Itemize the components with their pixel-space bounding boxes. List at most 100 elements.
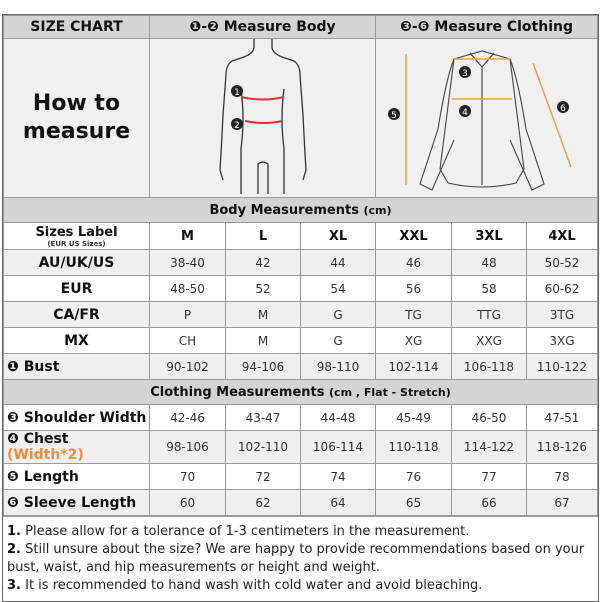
table-cell: 78 — [526, 463, 598, 490]
shirt-icon: 3 4 5 6 — [388, 50, 572, 191]
table-cell: 106-118 — [451, 353, 527, 380]
table-row: ❸ Shoulder Width 42-46 43-47 44-48 45-49 46-5… — [3, 404, 598, 431]
row-label-text: CA/FR — [53, 306, 100, 323]
size-header: XL — [300, 222, 376, 250]
row-label-text: Sleeve Length — [23, 494, 137, 511]
table-cell: 47-51 — [526, 404, 598, 431]
table-cell: 110-118 — [375, 430, 452, 464]
measure-body-heading: ❶-❷ Measure Body — [149, 15, 376, 39]
size-chart: SIZE CHART ❶-❷ Measure Body ❸-❻ Measure … — [2, 14, 599, 602]
table-cell: 62 — [225, 489, 301, 516]
table-cell: 70 — [149, 463, 226, 490]
size-chart-title: SIZE CHART — [3, 15, 150, 39]
table-row: CA/FR P M G TG TTG 3TG — [3, 301, 598, 328]
table-cell: 56 — [375, 275, 452, 302]
note-1: 1. Please allow for a tolerance of 1-3 c… — [7, 524, 470, 539]
table-row: AU/UK/US 38-40 42 44 46 48 50-52 — [3, 249, 598, 276]
body-marker-2: 2 — [231, 118, 243, 131]
body-marker-1: 1 — [231, 85, 243, 98]
table-cell: 76 — [375, 463, 452, 490]
table-cell: 94-106 — [225, 353, 301, 380]
number-marker-icon: ❻ — [7, 494, 19, 511]
row-label-text: Chest — [23, 431, 69, 447]
clothing-measurements-heading: Clothing Measurements (cm , Flat - Stret… — [3, 379, 598, 405]
table-cell: 38-40 — [149, 249, 226, 276]
table-cell: 43-47 — [225, 404, 301, 431]
notes: 1. Please allow for a tolerance of 1-3 c… — [3, 516, 598, 601]
row-label-text: Shoulder Width — [23, 409, 147, 426]
table-cell: 46-50 — [451, 404, 527, 431]
row-label: ❶ Bust — [3, 353, 150, 380]
shirt-marker-5: 5 — [388, 108, 400, 121]
table-row: MX CH M G XG XXG 3XG — [3, 327, 598, 354]
table-cell: XXG — [451, 327, 527, 354]
table-cell: 50-52 — [526, 249, 598, 276]
how-to-measure: How to measure — [3, 38, 150, 198]
sizes-label-title: Sizes Label — [35, 224, 118, 240]
shirt-marker-3: 3 — [459, 66, 471, 79]
table-cell: TG — [375, 301, 452, 328]
row-label-text: EUR — [60, 280, 93, 297]
table-cell: 77 — [451, 463, 527, 490]
size-header: L — [225, 222, 301, 250]
table-cell: 90-102 — [149, 353, 226, 380]
table-cell: 42 — [225, 249, 301, 276]
table-cell: 54 — [300, 275, 376, 302]
shirt-marker-6: 6 — [557, 101, 569, 114]
table-cell: M — [225, 301, 301, 328]
table-cell: 3TG — [526, 301, 598, 328]
table-cell: 98-110 — [300, 353, 376, 380]
svg-text:2: 2 — [234, 121, 240, 131]
measure-clothing-heading: ❸-❻ Measure Clothing — [375, 15, 598, 39]
size-header: 3XL — [451, 222, 527, 250]
table-cell: CH — [149, 327, 226, 354]
table-row: ❻ Sleeve Length 60 62 64 65 66 67 — [3, 489, 598, 516]
row-label: ❺ Length — [3, 463, 150, 490]
table-cell: 60 — [149, 489, 226, 516]
table-cell: 65 — [375, 489, 452, 516]
shirt-figure: 3 4 5 6 — [375, 38, 598, 198]
table-cell: XG — [375, 327, 452, 354]
table-cell: 44-48 — [300, 404, 376, 431]
table-cell: 3XG — [526, 327, 598, 354]
table-cell: P — [149, 301, 226, 328]
svg-text:4: 4 — [462, 108, 468, 118]
table-cell: 44 — [300, 249, 376, 276]
table-cell: 46 — [375, 249, 452, 276]
table-row: EUR 48-50 52 54 56 58 60-62 — [3, 275, 598, 302]
body-figure: 1 2 — [149, 38, 376, 198]
svg-text:6: 6 — [560, 104, 566, 114]
number-marker-icon: ❹ — [7, 431, 19, 447]
number-marker-icon: ❸ — [7, 409, 19, 426]
row-label-text: Length — [23, 468, 79, 485]
table-cell: 118-126 — [526, 430, 598, 464]
row-label: EUR — [3, 275, 150, 302]
size-header: XXL — [375, 222, 452, 250]
table-cell: 102-110 — [225, 430, 301, 464]
table-cell: 45-49 — [375, 404, 452, 431]
table-cell: 48 — [451, 249, 527, 276]
table-cell: 72 — [225, 463, 301, 490]
section-unit: (cm , Flat - Stretch) — [329, 385, 451, 399]
how-to-line1: How to — [32, 91, 121, 116]
table-cell: G — [300, 301, 376, 328]
table-cell: 106-114 — [300, 430, 376, 464]
svg-text:5: 5 — [391, 111, 397, 121]
table-cell: 58 — [451, 275, 527, 302]
row-label-text: Bust — [23, 358, 60, 375]
table-cell: 66 — [451, 489, 527, 516]
row-label: AU/UK/US — [3, 249, 150, 276]
note-2: 2. Still unsure about the size? We are h… — [7, 542, 585, 575]
row-label-text: MX — [64, 332, 89, 349]
table-cell: 110-122 — [526, 353, 598, 380]
row-label: ❻ Sleeve Length — [3, 489, 150, 516]
number-marker-icon: ❶ — [7, 358, 19, 375]
table-cell: 114-122 — [451, 430, 527, 464]
row-label: ❹ Chest (Width*2) — [3, 430, 150, 464]
row-label-note: (Width*2) — [7, 447, 84, 463]
size-header: 4XL — [526, 222, 598, 250]
table-cell: 48-50 — [149, 275, 226, 302]
table-row: ❺ Length 70 72 74 76 77 78 — [3, 463, 598, 490]
row-label-text: AU/UK/US — [38, 254, 115, 271]
sizes-label: Sizes Label (EUR US Sizes) — [3, 222, 150, 250]
